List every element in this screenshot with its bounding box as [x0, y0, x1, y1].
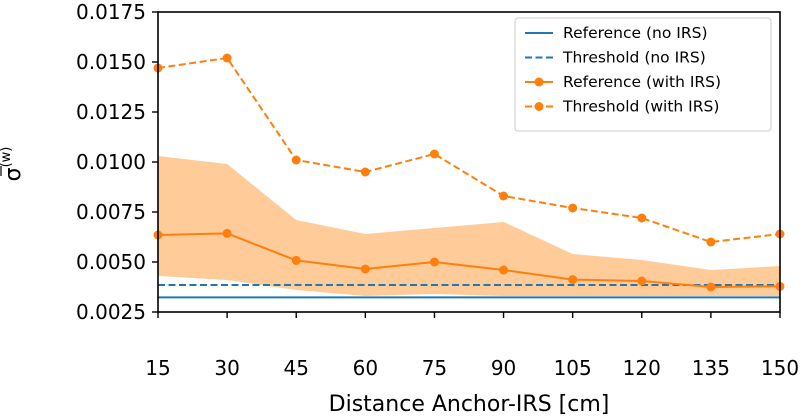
- data-point: [222, 53, 232, 63]
- series-3: [153, 228, 785, 292]
- data-point: [222, 228, 232, 238]
- data-point: [360, 264, 370, 274]
- data-point: [706, 237, 716, 247]
- x-tick-label: 135: [692, 356, 730, 380]
- data-point: [360, 167, 370, 177]
- data-point: [291, 255, 301, 265]
- legend-entry-4: Threshold (with IRS): [525, 98, 719, 116]
- y-tick-label: 0.0125: [76, 100, 146, 124]
- y-tick-label: 0.0175: [76, 0, 146, 24]
- ticks-layer: 15 30 45 60 75 90 105 120 135 150 0.0025 0.0050 0.00…: [76, 0, 799, 380]
- x-tick-label: 15: [145, 356, 170, 380]
- data-point: [499, 265, 509, 275]
- data-point: [637, 276, 647, 286]
- band-area: [158, 156, 780, 296]
- data-point: [706, 282, 716, 292]
- x-tick-label: 60: [353, 356, 378, 380]
- legend-label: Threshold (with IRS): [562, 98, 719, 116]
- y-tick-label: 0.0150: [76, 50, 146, 74]
- data-point: [568, 203, 578, 213]
- y-axis-label: σ(w): [0, 147, 26, 182]
- y-axis-label-main: σ: [1, 167, 26, 181]
- data-point: [291, 155, 301, 165]
- legend: Reference (no IRS) Threshold (no IRS) Refe…: [514, 17, 772, 132]
- data-point: [429, 257, 439, 267]
- legend-label: Reference (with IRS): [563, 73, 721, 91]
- legend-entry-2: Threshold (no IRS): [525, 49, 706, 67]
- series-4: [153, 53, 785, 247]
- x-tick-label: 75: [422, 356, 447, 380]
- x-axis-label: Distance Anchor-IRS [cm]: [329, 392, 610, 417]
- series-layer: [153, 53, 785, 299]
- y-tick-label: 0.0050: [76, 250, 146, 274]
- x-tick-label: 120: [623, 356, 661, 380]
- series-line: [157, 56, 781, 244]
- x-tick-label: 90: [491, 356, 516, 380]
- x-tick-label: 150: [761, 356, 799, 380]
- legend-entry-1: Reference (no IRS): [525, 24, 708, 42]
- data-point: [499, 191, 509, 201]
- legend-marker: [534, 77, 544, 87]
- legend-label: Threshold (no IRS): [562, 49, 706, 67]
- legend-label: Reference (no IRS): [563, 24, 708, 42]
- legend-entry-3: Reference (with IRS): [525, 73, 721, 91]
- x-tick-label: 45: [283, 356, 308, 380]
- confidence-band-layer: [158, 156, 780, 296]
- y-tick-label: 0.0025: [76, 300, 146, 324]
- x-tick-label: 105: [554, 356, 592, 380]
- data-point: [429, 149, 439, 159]
- x-tick-label: 30: [214, 356, 239, 380]
- data-point: [568, 275, 578, 285]
- legend-marker: [534, 102, 544, 111]
- series-line: [157, 232, 781, 289]
- data-point: [637, 213, 647, 223]
- y-tick-label: 0.0100: [76, 150, 146, 174]
- svg-text:σ(w): σ(w): [0, 147, 26, 182]
- legend-frame: [514, 17, 772, 132]
- y-axis-label-sup: (w): [0, 147, 14, 168]
- y-tick-label: 0.0075: [76, 200, 146, 224]
